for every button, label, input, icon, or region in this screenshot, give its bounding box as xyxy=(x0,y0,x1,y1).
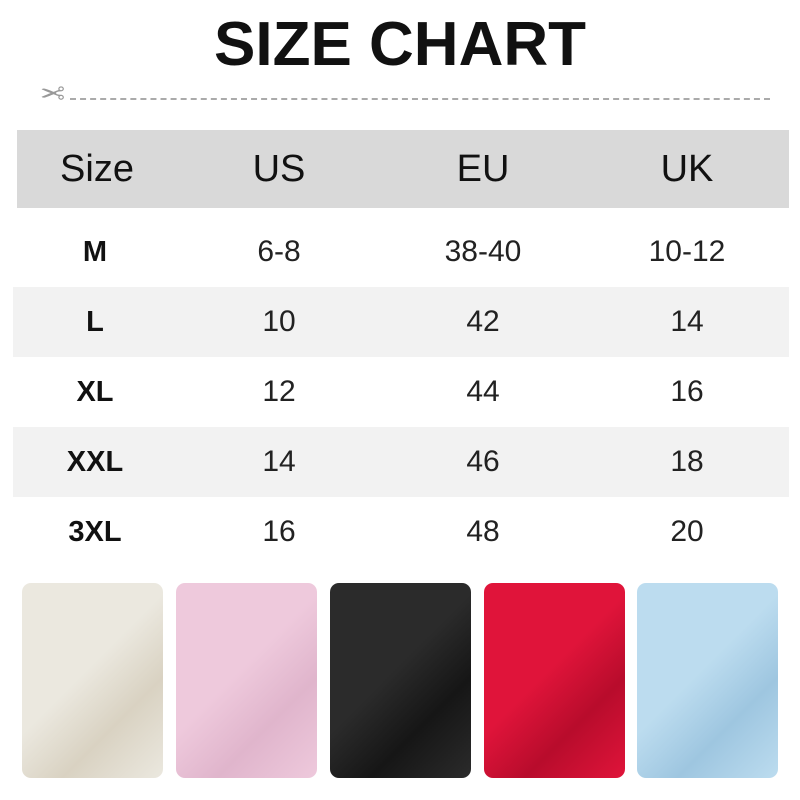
us-cell: 6-8 xyxy=(257,235,301,268)
dashed-divider xyxy=(70,98,770,100)
us-cell: 16 xyxy=(262,515,296,548)
header-eu: EU xyxy=(456,147,510,190)
scissors-icon: ✂ xyxy=(40,78,66,111)
eu-cell: 42 xyxy=(466,305,500,338)
table-row: XL 12 44 16 xyxy=(13,357,789,427)
eu-cell: 48 xyxy=(466,515,500,548)
header-uk: UK xyxy=(660,147,714,190)
page-title: SIZE CHART xyxy=(214,10,586,79)
us-cell: 12 xyxy=(262,375,296,408)
uk-cell: 14 xyxy=(670,305,704,338)
table-row: XXL 14 46 18 xyxy=(13,427,789,497)
uk-cell: 10-12 xyxy=(648,235,726,268)
table-row: L 10 42 14 xyxy=(13,287,789,357)
header-size: Size xyxy=(60,147,134,190)
table-row: 3XL 16 48 20 xyxy=(13,497,789,567)
eu-cell: 46 xyxy=(466,445,500,478)
size-cell: 3XL xyxy=(68,515,122,548)
eu-cell: 38-40 xyxy=(444,235,522,268)
uk-cell: 18 xyxy=(670,445,704,478)
size-cell: M xyxy=(82,235,108,268)
us-cell: 14 xyxy=(262,445,296,478)
color-swatch[interactable] xyxy=(330,583,471,778)
size-cell: XL xyxy=(76,375,114,408)
table-header: Size US EU UK xyxy=(17,130,789,208)
size-cell: XXL xyxy=(66,445,124,478)
color-swatch[interactable] xyxy=(484,583,625,778)
table-row: M 6-8 38-40 10-12 xyxy=(13,217,789,287)
size-cell: L xyxy=(86,305,104,338)
us-cell: 10 xyxy=(262,305,296,338)
uk-cell: 16 xyxy=(670,375,704,408)
cut-line: ✂ xyxy=(40,78,780,112)
color-swatch[interactable] xyxy=(637,583,778,778)
color-swatch[interactable] xyxy=(176,583,317,778)
header-us: US xyxy=(252,147,306,190)
eu-cell: 44 xyxy=(466,375,500,408)
color-swatch[interactable] xyxy=(22,583,163,778)
uk-cell: 20 xyxy=(670,515,704,548)
